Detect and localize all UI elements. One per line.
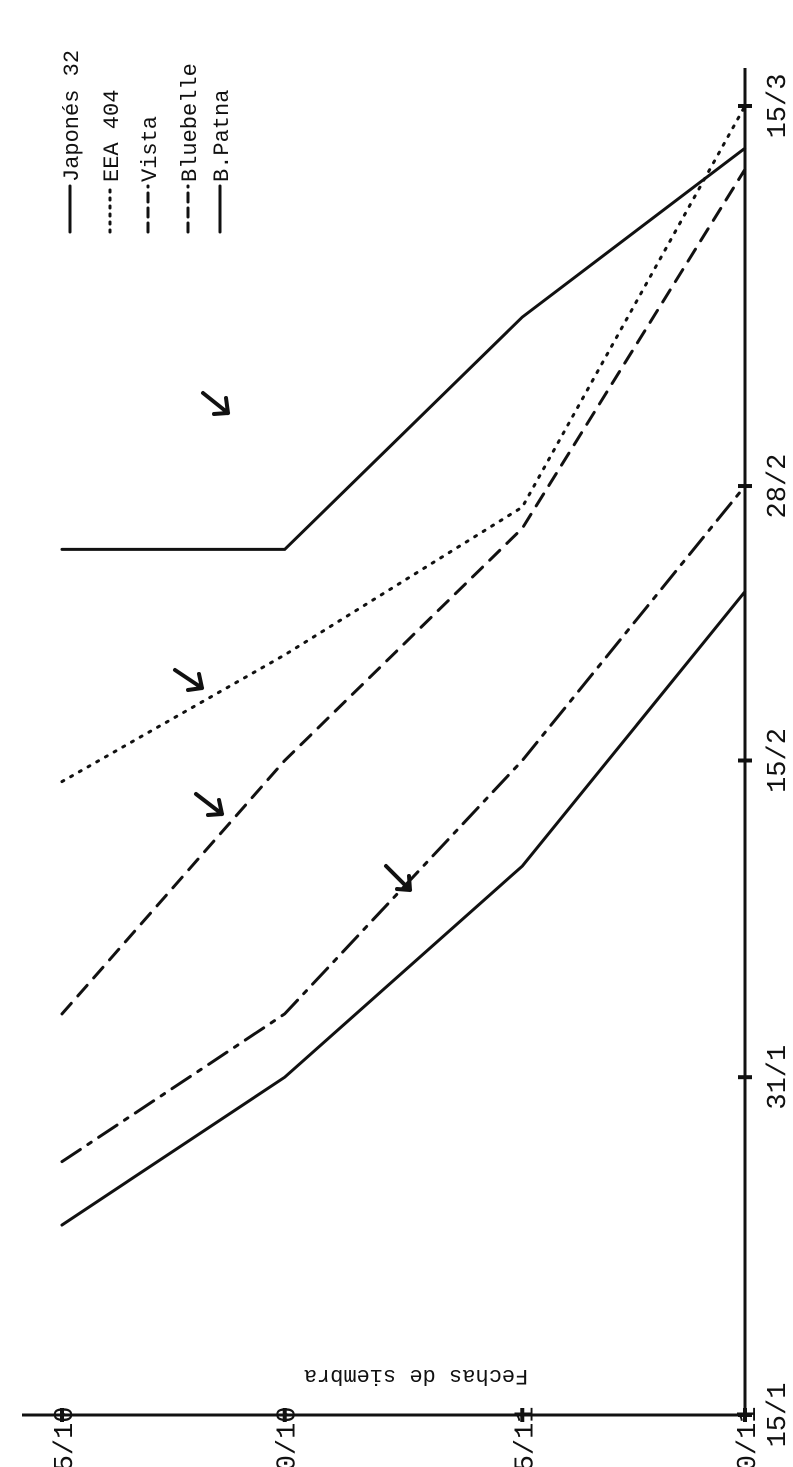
arrow-mark xyxy=(384,864,412,892)
legend-label: Bluebelle xyxy=(178,63,203,182)
sowing-date-ticks: 15/10 30/10 15/11 30/11 xyxy=(51,1406,764,1467)
sowing-tick-label: 30/11 xyxy=(734,1406,764,1467)
legend-label: Japonés 32 xyxy=(60,50,85,182)
series-line-4 xyxy=(60,484,747,1164)
series-line-5 xyxy=(60,590,747,1227)
series-line-2 xyxy=(60,104,747,784)
legend: Japonés 32 EEA 404 Vista Bluebelle B.Patna xyxy=(60,50,235,234)
series-line-3 xyxy=(60,167,747,1016)
date-ticks: 15/1 31/1 15/2 28/2 15/3 xyxy=(738,74,793,1448)
legend-label: EEA 404 xyxy=(100,90,125,182)
annotation-arrows xyxy=(173,391,412,892)
date-tick-label: 15/1 xyxy=(764,1383,793,1448)
sowing-tick-label: 15/11 xyxy=(511,1406,541,1467)
arrow-mark xyxy=(194,792,224,817)
legend-label: B.Patna xyxy=(210,90,235,182)
date-tick-label: 28/2 xyxy=(764,454,793,519)
legend-label: Vista xyxy=(138,116,163,182)
arrow-mark xyxy=(201,391,230,416)
x-axis-title: Fechas de siembra xyxy=(304,1363,528,1388)
sowing-tick-label: 30/10 xyxy=(274,1406,304,1467)
arrow-mark xyxy=(173,668,204,692)
date-tick-label: 15/3 xyxy=(764,74,793,139)
series-line-1 xyxy=(60,146,747,551)
date-tick-label: 15/2 xyxy=(764,728,793,793)
sowing-tick-label: 15/10 xyxy=(51,1406,81,1467)
series-layer xyxy=(60,104,747,1227)
date-tick-label: 31/1 xyxy=(764,1045,793,1110)
